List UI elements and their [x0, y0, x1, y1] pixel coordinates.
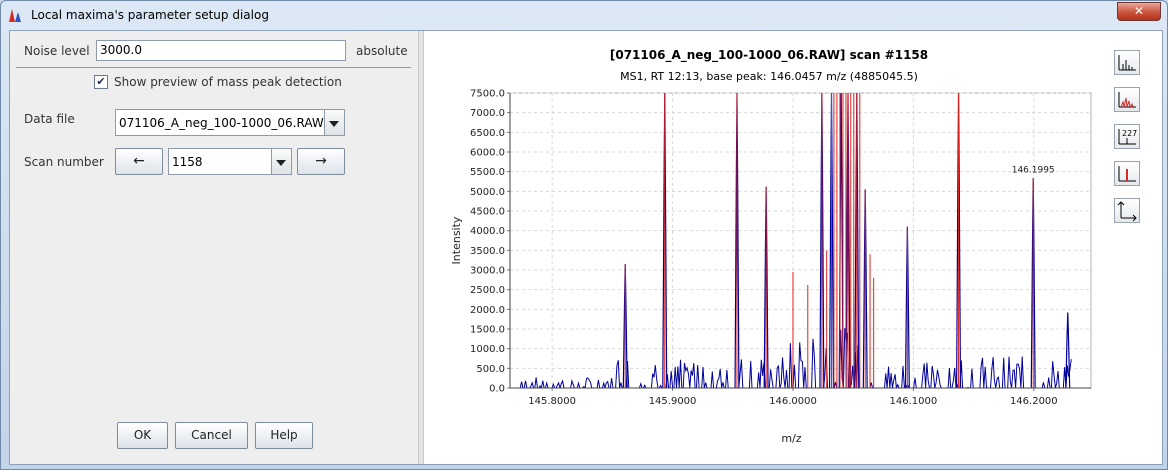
profile-peak — [662, 93, 668, 388]
scan-number-select[interactable]: 1158 — [168, 148, 292, 175]
profile-peak — [956, 93, 962, 388]
separator — [16, 67, 411, 68]
close-button[interactable]: ✕ — [1117, 2, 1161, 21]
chart-title: [071106_A_neg_100-1000_06.RAW] scan #115… — [609, 48, 929, 62]
profile-peak — [845, 93, 851, 388]
previous-scan-button[interactable]: ← — [115, 148, 163, 175]
dialog-client: Noise level 3000.0 absolute ✔ Show previ… — [9, 30, 1163, 465]
toolbar-button-axes[interactable] — [1114, 198, 1140, 223]
detected-peaks-icon — [1118, 166, 1136, 182]
y-tick-label: 500.0 — [476, 364, 505, 375]
spectrum-chart[interactable]: 0.0 500.0 1000.0 1500.0 2000.0 2500.0 3000.0 35… — [424, 31, 1114, 464]
parameter-panel: Noise level 3000.0 absolute ✔ Show previ… — [10, 31, 417, 464]
noise-level-input[interactable]: 3000.0 — [96, 40, 346, 61]
toolbar-button-detected-peaks[interactable] — [1114, 161, 1140, 186]
toolbar-button-labels[interactable]: 227 — [1114, 124, 1140, 149]
y-tick-label: 1000.0 — [470, 344, 505, 355]
axes-icon — [1117, 201, 1137, 222]
y-tick-label: 7000.0 — [470, 108, 505, 119]
spectrum-traces — [513, 93, 1072, 388]
profile-peak — [763, 186, 769, 388]
profile-peak — [1065, 312, 1071, 388]
y-tick-label: 6000.0 — [470, 148, 505, 159]
peak-annotation: 146.1995 — [1012, 165, 1055, 175]
profile-peak — [819, 93, 825, 388]
chevron-down-icon[interactable] — [271, 149, 291, 174]
y-tick-label: 4500.0 — [470, 207, 505, 218]
x-tick-label: 145.8000 — [528, 396, 576, 407]
noise-unit-label: absolute — [356, 44, 408, 58]
y-tick-label: 6500.0 — [470, 128, 505, 139]
y-tick-label: 4000.0 — [470, 226, 505, 237]
data-file-value: 071106_A_neg_100-1000_06.RAW — [119, 116, 324, 130]
preview-checkbox-label[interactable]: Show preview of mass peak detection — [114, 75, 342, 89]
y-tick-label: 2000.0 — [470, 305, 505, 316]
x-tick-label: 146.1000 — [890, 396, 938, 407]
profile-peak — [1030, 178, 1036, 388]
chevron-down-icon[interactable] — [324, 110, 344, 135]
peak-labels-icon: 227 — [1118, 129, 1137, 145]
scan-number-value: 1158 — [172, 155, 203, 169]
centroid-view-icon — [1118, 55, 1136, 71]
split-pane-divider[interactable] — [418, 31, 424, 464]
profile-peak — [734, 93, 740, 388]
continuous-view-icon — [1118, 92, 1136, 109]
y-axis-label: Intensity — [450, 216, 463, 264]
spectrum-preview-panel: [071106_A_neg_100-1000_06.RAW] scan #115… — [424, 31, 1162, 464]
preview-checkbox[interactable]: ✔ — [94, 75, 108, 89]
help-button[interactable]: Help — [255, 422, 313, 449]
window-title: Local maxima's parameter setup dialog — [31, 8, 269, 22]
data-file-select[interactable]: 071106_A_neg_100-1000_06.RAW — [115, 109, 345, 136]
y-tick-label: 1500.0 — [470, 325, 505, 336]
profile-peak — [904, 226, 910, 388]
y-tick-label: 7500.0 — [470, 89, 505, 100]
svg-text:227: 227 — [1122, 129, 1137, 138]
x-tick-label: 146.2000 — [1010, 396, 1058, 407]
y-tick-label: 3000.0 — [470, 266, 505, 277]
title-bar[interactable]: Local maxima's parameter setup dialog ✕ — [1, 1, 1167, 28]
toolbar-button-centroid[interactable] — [1114, 50, 1140, 75]
data-file-label: Data file — [24, 112, 75, 126]
cancel-button[interactable]: Cancel — [175, 422, 248, 449]
x-axis-label: m/z — [781, 432, 801, 445]
next-scan-button[interactable]: → — [297, 148, 345, 175]
ok-button[interactable]: OK — [117, 422, 168, 449]
y-tick-label: 0.0 — [489, 384, 505, 395]
plot-area — [509, 92, 1092, 389]
y-tick-label: 2500.0 — [470, 285, 505, 296]
scan-number-label: Scan number — [24, 155, 104, 169]
noise-level-label: Noise level — [24, 44, 90, 58]
profile-peak — [854, 93, 860, 388]
profile-noise-trace — [513, 327, 1072, 388]
y-tick-label: 5500.0 — [470, 167, 505, 178]
y-tick-label: 3500.0 — [470, 246, 505, 257]
x-tick-label: 146.0000 — [769, 396, 817, 407]
app-icon — [9, 9, 21, 22]
x-tick-label: 145.9000 — [649, 396, 697, 407]
profile-peak — [828, 93, 835, 388]
y-tick-label: 5000.0 — [470, 187, 505, 198]
toolbar-button-continuous[interactable] — [1114, 87, 1140, 112]
chart-subtitle: MS1, RT 12:13, base peak: 146.0457 m/z (… — [620, 70, 918, 83]
